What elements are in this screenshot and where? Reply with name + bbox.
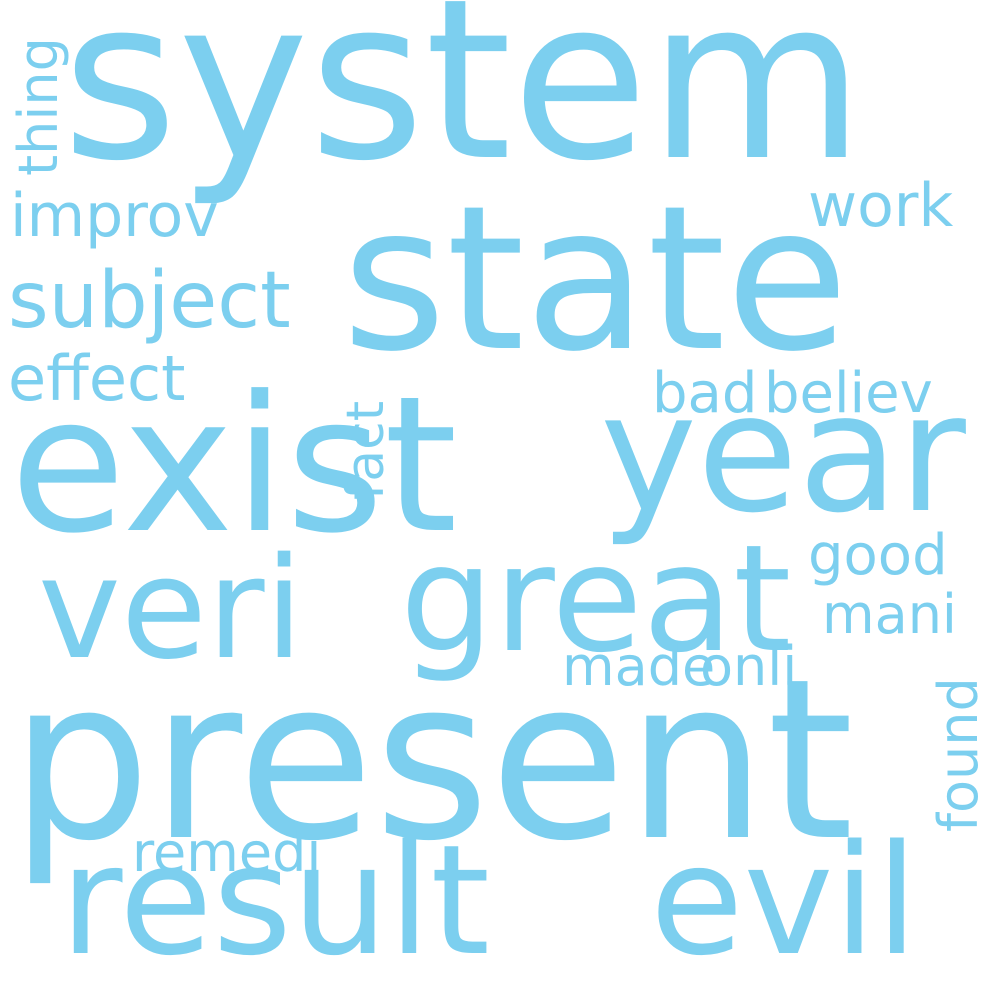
word-remedi: remedi <box>132 821 322 884</box>
word-year: year <box>600 358 966 549</box>
word-state: state <box>342 163 849 396</box>
word-subject: subject <box>8 256 291 346</box>
word-exist: exist <box>10 356 458 575</box>
word-fact: fact <box>336 400 396 500</box>
word-system: system <box>62 0 865 210</box>
word-present: present <box>10 632 854 890</box>
word-effect: effect <box>8 342 186 415</box>
word-result: result <box>60 812 491 989</box>
word-evil: evil <box>650 812 918 989</box>
word-believ: believ <box>764 361 933 426</box>
word-mani: mani <box>822 583 957 646</box>
word-onli: onli <box>700 635 798 698</box>
word-veri: veri <box>38 528 304 691</box>
word-good: good <box>808 523 948 588</box>
word-great: great <box>400 513 792 685</box>
word-thing: thing <box>7 37 70 176</box>
word-improv: improv <box>10 181 219 251</box>
word-made: made <box>562 635 716 698</box>
word-work: work <box>808 171 954 241</box>
word-found: found <box>927 677 990 832</box>
word-bad: bad <box>652 361 758 426</box>
